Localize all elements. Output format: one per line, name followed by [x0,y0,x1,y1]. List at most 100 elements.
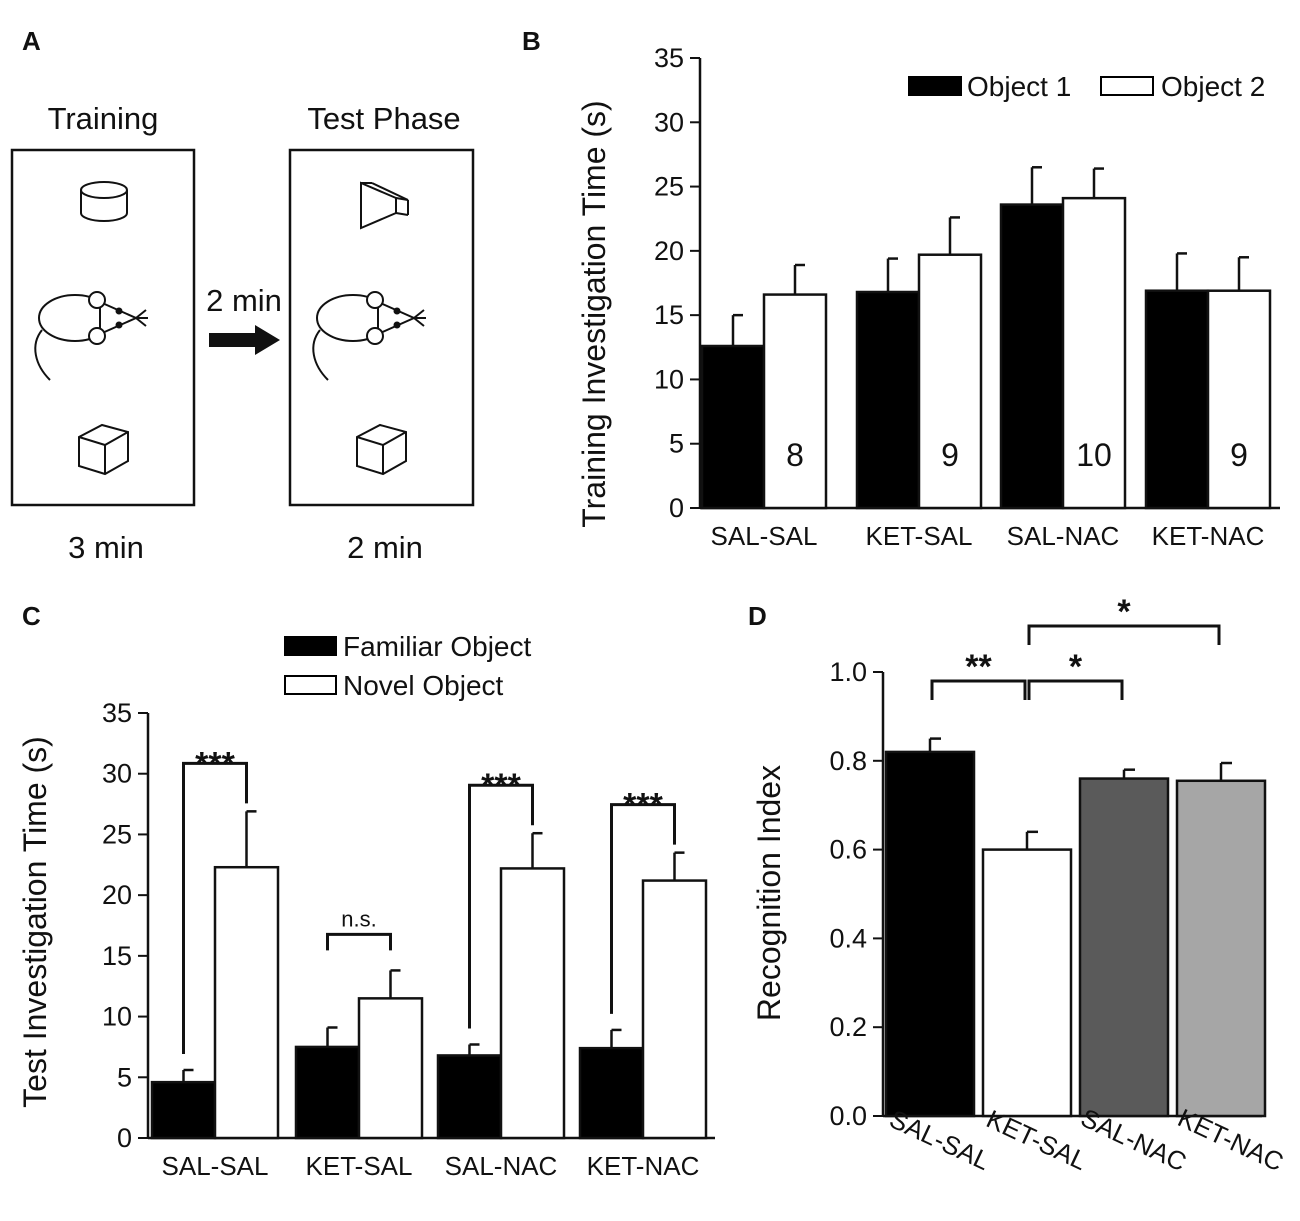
panel-c-bar-ket-nac-novel-object [641,879,708,1140]
panel-d-comparison-bracket [1027,624,1221,645]
panel-b-n-label: 10 [1076,437,1112,473]
panel-b-n-label: 9 [1230,437,1248,473]
panel-b-bar-ket-sal-object-2 [917,253,983,510]
panel-c-y-tick-label: 30 [102,759,132,789]
panel-b-y-tick-label: 15 [654,300,684,330]
triangular-prism-object-icon [360,181,409,230]
panel-c-y-tick-label: 10 [102,1002,132,1032]
mouse-icon [312,291,426,381]
panel-c-bar-sal-sal-novel-object [213,865,280,1140]
panel-c-bar-ket-sal-novel-object [357,997,424,1140]
panel-c-bar-sal-nac-familiar-object [436,1054,503,1140]
panel-b-bar-sal-sal-object-1 [700,344,766,510]
panel-b-bar-ket-sal-object-1 [855,290,921,510]
panel-b-category-label: SAL-SAL [711,521,818,551]
panel-d-bar-sal-sal [884,750,976,1118]
panel-b: B Training Investigation Time (s) Object… [522,26,1280,551]
panel-c-category-label: KET-SAL [306,1151,413,1181]
panel-b-bar-sal-nac-object-2 [1061,196,1127,510]
legend-label-novel-object: Novel Object [343,670,504,701]
interval-label: 2 min [206,283,282,318]
panel-b-y-tick-label: 10 [654,364,684,394]
panel-c-significance-bracket [468,783,534,1029]
panel-c-bar-ket-nac-familiar-object [578,1046,645,1140]
arrow-right-icon [209,325,280,355]
panel-d: D Recognition Index 0.00.20.40.60.81.0SA… [748,593,1288,1177]
panel-d-comparison-bracket [1027,679,1124,700]
panel-c-y-tick-label: 25 [102,819,132,849]
training-arena [10,148,196,507]
panel-b-category-label: KET-SAL [866,521,973,551]
panel-d-label: D [748,601,767,631]
legend-label-object-2: Object 2 [1161,71,1265,102]
panel-d-comparison-bracket [930,679,1027,700]
cube-object-icon [78,423,129,476]
panel-b-y-tick-label: 0 [669,493,684,523]
panel-b-legend: Object 1 Object 2 [908,71,1265,102]
panel-b-n-label: 8 [786,437,804,473]
panel-d-y-tick-label: 0.4 [829,923,867,953]
panel-b-n-label: 9 [941,437,959,473]
panel-c-significance-bracket [182,761,248,1054]
panel-b-category-label: SAL-NAC [1007,521,1120,551]
legend-label-familiar-object: Familiar Object [343,631,531,662]
panel-a: A Training Test Phase [10,26,475,565]
panel-d-y-tick-label: 0.0 [829,1101,867,1131]
panel-c-category-label: SAL-SAL [162,1151,269,1181]
panel-b-y-tick-label: 25 [654,172,684,202]
legend-swatch-familiar-object [284,636,337,656]
panel-c-bar-sal-sal-familiar-object [150,1080,217,1140]
cube-object-icon [356,423,407,476]
panel-b-label: B [522,26,541,56]
panel-c-y-tick-label: 35 [102,698,132,728]
mouse-icon [34,291,148,381]
panel-b-bar-ket-nac-object-1 [1144,289,1210,510]
panel-a-label: A [22,26,41,56]
panel-b-bar-sal-sal-object-2 [762,293,828,510]
cylinder-object-icon [80,181,128,222]
panel-c-bar-sal-nac-novel-object [499,867,566,1140]
panel-d-bar-sal-nac [1078,777,1170,1118]
panel-d-bar-ket-sal [981,848,1073,1118]
panel-c-y-tick-label: 20 [102,880,132,910]
panel-d-y-tick-label: 0.6 [829,835,867,865]
panel-b-y-tick-label: 35 [654,43,684,73]
panel-d-y-axis-title: Recognition Index [751,765,787,1021]
panel-d-y-tick-label: 1.0 [829,657,867,687]
panel-c-category-label: SAL-NAC [445,1151,558,1181]
panel-c-y-axis-title: Test Investigation Time (s) [17,736,53,1108]
test-arena [288,148,475,507]
test-phase-title: Test Phase [307,101,460,136]
panel-c-bar-ket-sal-familiar-object [294,1045,361,1140]
panel-c-legend: Familiar Object Novel Object [284,631,531,701]
training-title: Training [48,101,159,136]
panel-d-bar-ket-nac [1175,779,1267,1118]
panel-b-y-axis-title: Training Investigation Time (s) [576,100,612,527]
panel-b-category-label: KET-NAC [1152,521,1265,551]
panel-d-comparison-label: ** [965,648,992,686]
panel-b-y-tick-label: 5 [669,429,684,459]
panel-c-y-tick-label: 5 [117,1062,132,1092]
panel-c-label: C [22,601,41,631]
panel-c-y-tick-label: 0 [117,1123,132,1153]
panel-c-significance-label: *** [195,745,235,783]
panel-b-bar-sal-nac-object-1 [999,203,1065,510]
panel-d-y-tick-label: 0.2 [829,1012,867,1042]
legend-swatch-object-1 [908,76,962,96]
panel-c-y-tick-label: 15 [102,941,132,971]
panel-b-y-tick-label: 20 [654,236,684,266]
panel-c-significance-label: *** [623,787,663,825]
panel-c-category-label: KET-NAC [587,1151,700,1181]
panel-c-significance-label: n.s. [341,906,376,931]
panel-b-bar-ket-nac-object-2 [1206,289,1272,510]
panel-d-y-tick-label: 0.8 [829,746,867,776]
legend-swatch-novel-object [284,675,337,695]
panel-c-significance-bracket [326,932,392,951]
panel-c-significance-bracket [610,803,676,1014]
panel-b-y-tick-label: 30 [654,107,684,137]
panel-d-comparison-label: * [1069,648,1083,686]
legend-swatch-object-2 [1100,76,1154,96]
legend-label-object-1: Object 1 [967,71,1071,102]
panel-d-comparison-label: * [1117,593,1131,631]
